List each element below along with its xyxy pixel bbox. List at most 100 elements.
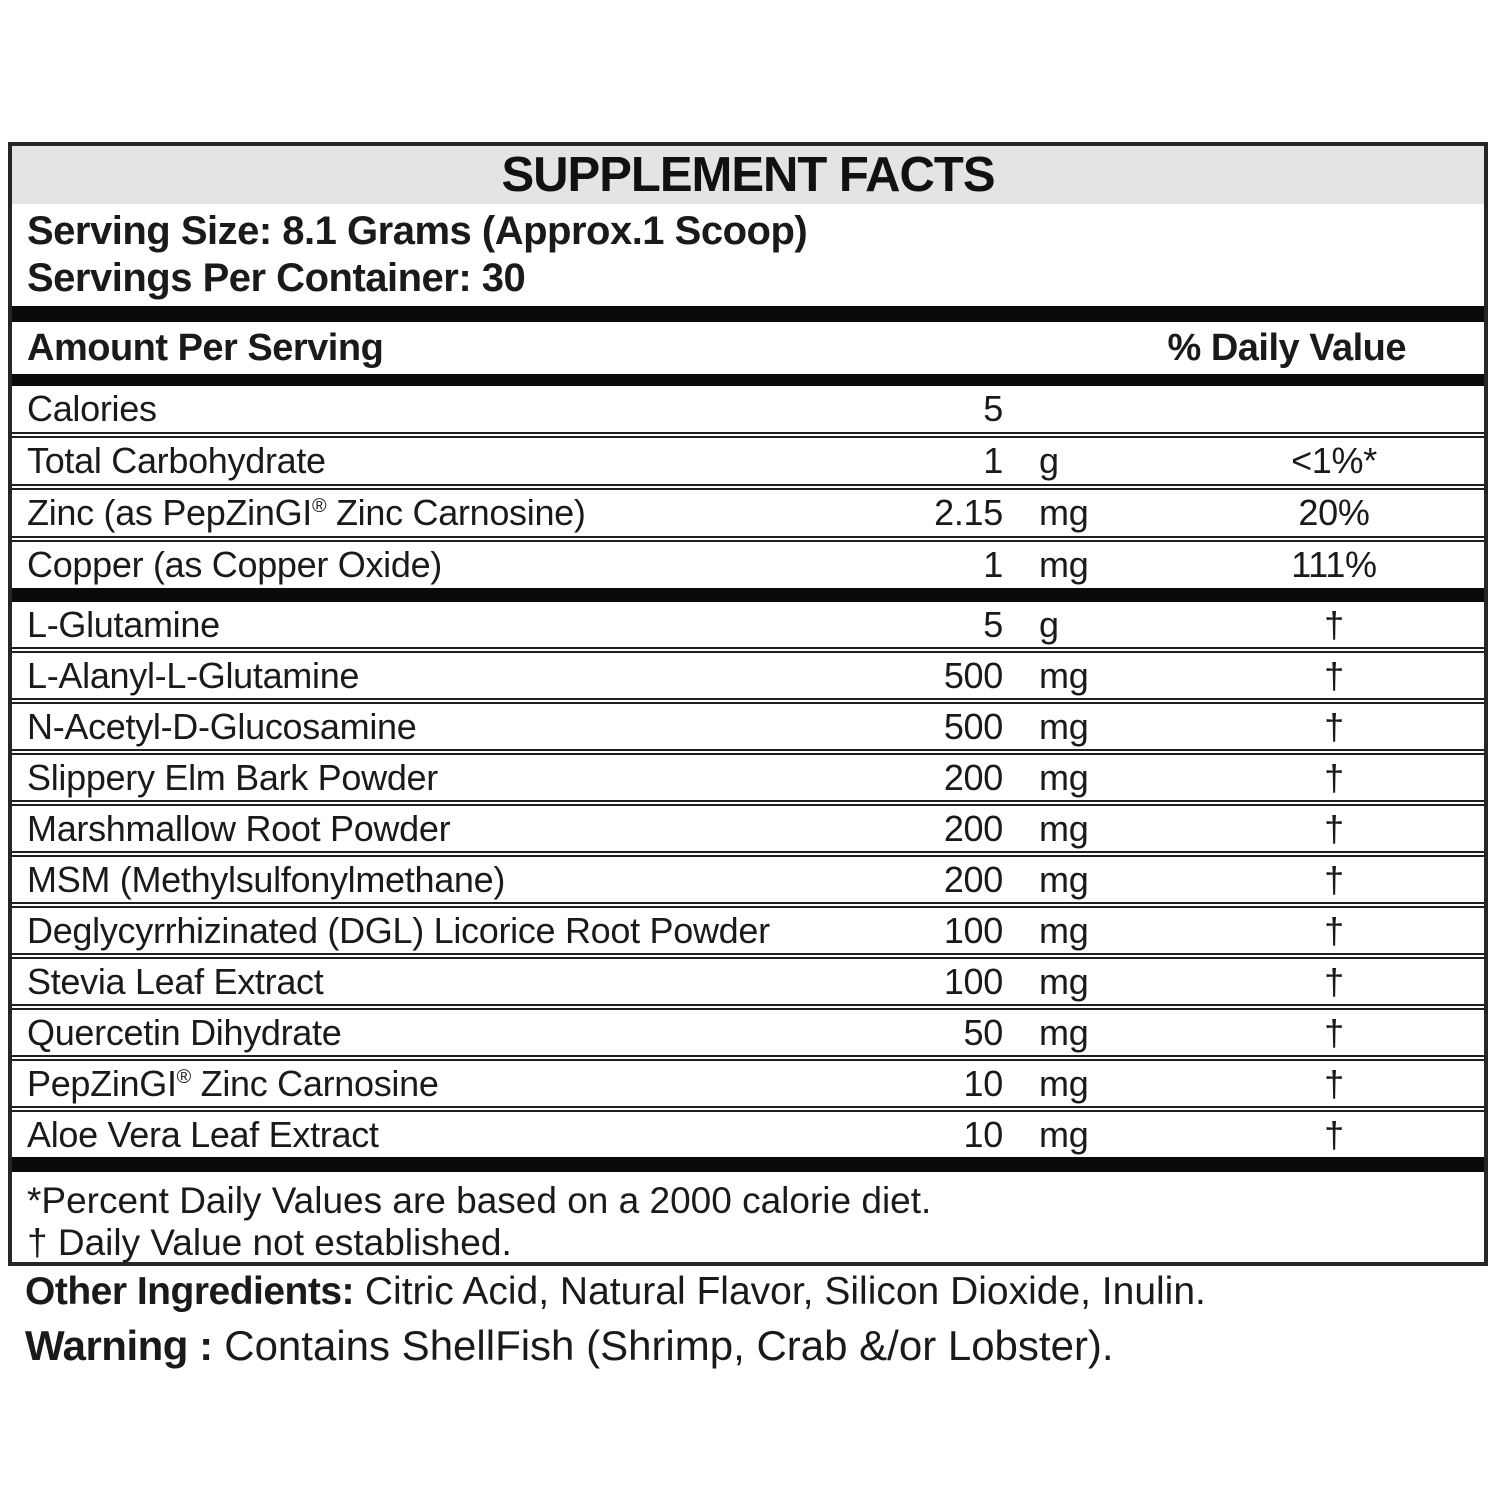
ingredient-unit: mg	[1039, 756, 1089, 798]
table-row: Marshmallow Root Powder 200 mg †	[12, 806, 1484, 851]
table-row: Zinc (as PepZinGI® Zinc Carnosine) 2.15 …	[12, 490, 1484, 536]
row-separator	[12, 902, 1484, 908]
daily-value-header: % Daily Value	[1167, 326, 1406, 369]
ingredient-daily-value: †	[1324, 1113, 1344, 1155]
nutrients-section: Calories 5 Total Carbohydrate 1 g <1%* Z…	[12, 386, 1484, 588]
table-row: MSM (Methylsulfonylmethane) 200 mg †	[12, 857, 1484, 902]
divider-bar-thick	[12, 1157, 1484, 1172]
table-row: Calories 5	[12, 386, 1484, 432]
ingredient-amount: 10	[963, 1113, 1004, 1155]
other-ingredients-text: Citric Acid, Natural Flavor, Silicon Dio…	[354, 1270, 1206, 1313]
ingredient-unit: mg	[1039, 909, 1089, 951]
warning-label: Warning :	[25, 1322, 213, 1369]
ingredient-unit: mg	[1039, 654, 1089, 696]
ingredient-name: Quercetin Dihydrate	[27, 1011, 342, 1053]
table-row: N-Acetyl-D-Glucosamine 500 mg †	[12, 704, 1484, 749]
footnote-daily-value-not-established: † Daily Value not established.	[27, 1222, 512, 1263]
row-separator	[12, 1055, 1484, 1061]
nutrient-amount: 1	[983, 440, 1003, 481]
nutrient-name: Copper (as Copper Oxide)	[27, 544, 442, 585]
ingredient-amount: 10	[963, 1062, 1004, 1104]
table-row: Copper (as Copper Oxide) 1 mg 111%	[12, 542, 1484, 588]
row-separator	[12, 800, 1484, 806]
ingredient-amount: 200	[943, 756, 1003, 798]
ingredient-name: Deglycyrrhizinated (DGL) Licorice Root P…	[27, 909, 770, 951]
row-separator	[12, 749, 1484, 755]
table-row: Slippery Elm Bark Powder 200 mg †	[12, 755, 1484, 800]
footnotes: *Percent Daily Values are based on a 200…	[12, 1172, 1484, 1263]
ingredient-unit: mg	[1039, 1113, 1089, 1155]
table-row: Stevia Leaf Extract 100 mg †	[12, 959, 1484, 1004]
ingredient-name: Aloe Vera Leaf Extract	[27, 1113, 379, 1155]
table-row: Deglycyrrhizinated (DGL) Licorice Root P…	[12, 908, 1484, 953]
ingredient-amount: 500	[943, 705, 1003, 747]
amount-per-serving-header: Amount Per Serving	[27, 326, 384, 369]
ingredient-daily-value: †	[1324, 705, 1344, 747]
nutrient-unit: mg	[1039, 492, 1089, 533]
table-row: Aloe Vera Leaf Extract 10 mg †	[12, 1112, 1484, 1157]
ingredient-unit: mg	[1039, 1062, 1089, 1104]
ingredient-amount: 100	[943, 909, 1003, 951]
ingredients-section: L-Glutamine 5 g † L-Alanyl-L-Glutamine 5…	[12, 602, 1484, 1157]
warning-text: Contains ShellFish (Shrimp, Crab &/or Lo…	[212, 1322, 1114, 1369]
row-separator	[12, 851, 1484, 857]
ingredient-daily-value: †	[1324, 603, 1344, 645]
table-row: L-Glutamine 5 g †	[12, 602, 1484, 647]
divider-bar-thick	[12, 588, 1484, 602]
ingredient-name: PepZinGI® Zinc Carnosine	[27, 1062, 439, 1104]
ingredient-daily-value: †	[1324, 1062, 1344, 1104]
footnote-percent-daily-value: *Percent Daily Values are based on a 200…	[27, 1180, 932, 1221]
nutrient-amount: 2.15	[934, 492, 1003, 533]
ingredient-name: L-Glutamine	[27, 603, 220, 645]
ingredient-amount: 200	[943, 807, 1003, 849]
warning-line: Warning : Contains ShellFish (Shrimp, Cr…	[25, 1324, 1465, 1368]
other-ingredients-line: Other Ingredients: Citric Acid, Natural …	[25, 1270, 1465, 1314]
title-bar: SUPPLEMENT FACTS	[12, 146, 1484, 204]
ingredient-name: MSM (Methylsulfonylmethane)	[27, 858, 506, 900]
row-separator	[12, 698, 1484, 704]
column-header-row: Amount Per Serving % Daily Value	[12, 322, 1484, 374]
row-separator	[12, 484, 1484, 490]
ingredient-daily-value: †	[1324, 960, 1344, 1002]
table-row: L-Alanyl-L-Glutamine 500 mg †	[12, 653, 1484, 698]
nutrient-amount: 5	[983, 388, 1003, 429]
ingredient-daily-value: †	[1324, 1011, 1344, 1053]
row-separator	[12, 1106, 1484, 1112]
serving-size: Serving Size: 8.1 Grams (Approx.1 Scoop)	[27, 209, 808, 253]
ingredient-unit: g	[1039, 603, 1059, 645]
nutrient-name: Calories	[27, 388, 157, 429]
table-row: Total Carbohydrate 1 g <1%*	[12, 438, 1484, 484]
ingredient-name: Slippery Elm Bark Powder	[27, 756, 438, 798]
ingredient-unit: mg	[1039, 807, 1089, 849]
nutrient-daily-value: 111%	[1291, 544, 1377, 585]
ingredient-name: L-Alanyl-L-Glutamine	[27, 654, 360, 696]
nutrient-name: Zinc (as PepZinGI® Zinc Carnosine)	[27, 492, 586, 533]
nutrient-unit: mg	[1039, 544, 1089, 585]
ingredient-daily-value: †	[1324, 807, 1344, 849]
row-separator	[12, 953, 1484, 959]
ingredient-name: Marshmallow Root Powder	[27, 807, 451, 849]
below-panel-text: Other Ingredients: Citric Acid, Natural …	[25, 1270, 1465, 1378]
nutrient-unit: g	[1039, 440, 1059, 481]
ingredient-name: Stevia Leaf Extract	[27, 960, 324, 1002]
ingredient-daily-value: †	[1324, 654, 1344, 696]
panel-title: SUPPLEMENT FACTS	[501, 148, 995, 202]
ingredient-unit: mg	[1039, 960, 1089, 1002]
nutrient-amount: 1	[983, 544, 1003, 585]
ingredient-unit: mg	[1039, 705, 1089, 747]
table-row: Quercetin Dihydrate 50 mg †	[12, 1010, 1484, 1055]
row-separator	[12, 1004, 1484, 1010]
ingredient-daily-value: †	[1324, 858, 1344, 900]
ingredient-amount: 5	[983, 603, 1003, 645]
ingredient-unit: mg	[1039, 1011, 1089, 1053]
ingredient-amount: 200	[943, 858, 1003, 900]
row-separator	[12, 536, 1484, 542]
nutrient-daily-value: <1%*	[1291, 440, 1377, 481]
other-ingredients-label: Other Ingredients:	[25, 1270, 355, 1313]
row-separator	[12, 432, 1484, 438]
table-row: PepZinGI® Zinc Carnosine 10 mg †	[12, 1061, 1484, 1106]
servings-per-container: Servings Per Container: 30	[27, 256, 526, 300]
ingredient-amount: 500	[943, 654, 1003, 696]
ingredient-amount: 50	[963, 1011, 1004, 1053]
